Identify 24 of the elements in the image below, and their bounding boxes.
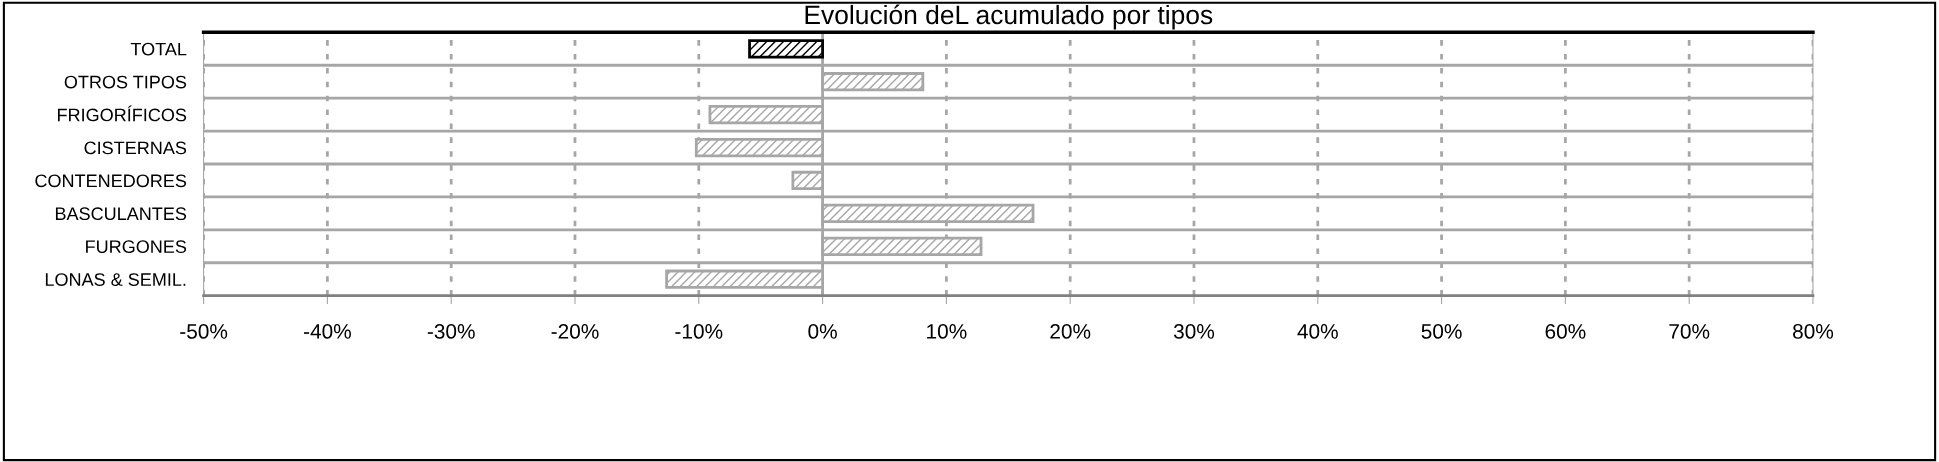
x-tick-label: 10% bbox=[927, 324, 967, 339]
x-tick-label: 40% bbox=[1297, 324, 1338, 339]
x-tick-label: 50% bbox=[1421, 324, 1462, 339]
y-tick-label: OTROS TIPOS bbox=[64, 75, 187, 89]
x-tick-label: 20% bbox=[1050, 324, 1091, 339]
y-tick-label: FRIGORÍFICOS bbox=[58, 105, 187, 122]
y-tick-label: CISTERNAS bbox=[84, 141, 187, 155]
x-tick-label: -30% bbox=[427, 324, 475, 339]
x-tick-label: 70% bbox=[1669, 324, 1710, 339]
x-tick-label: -40% bbox=[304, 324, 351, 339]
x-tick-label: 80% bbox=[1793, 324, 1834, 339]
y-tick-label: TOTAL bbox=[130, 42, 187, 56]
x-tick-label: -10% bbox=[675, 324, 723, 339]
x-tick-label: -20% bbox=[551, 324, 599, 339]
x-tick-label: 0% bbox=[808, 324, 837, 339]
y-tick-label: BASCULANTES bbox=[55, 207, 187, 221]
bar bbox=[748, 39, 824, 59]
chart-title: Evolución deL acumulado por tipos bbox=[805, 4, 1213, 30]
x-tick-label: -50% bbox=[180, 324, 228, 339]
x-tick-label: 60% bbox=[1545, 324, 1586, 339]
y-tick-label: CONTENEDORES bbox=[35, 174, 187, 188]
x-tick-label: 30% bbox=[1173, 324, 1215, 339]
y-tick-label: FURGONES bbox=[86, 240, 187, 254]
y-tick-label: LONAS & SEMIL. bbox=[45, 273, 186, 286]
